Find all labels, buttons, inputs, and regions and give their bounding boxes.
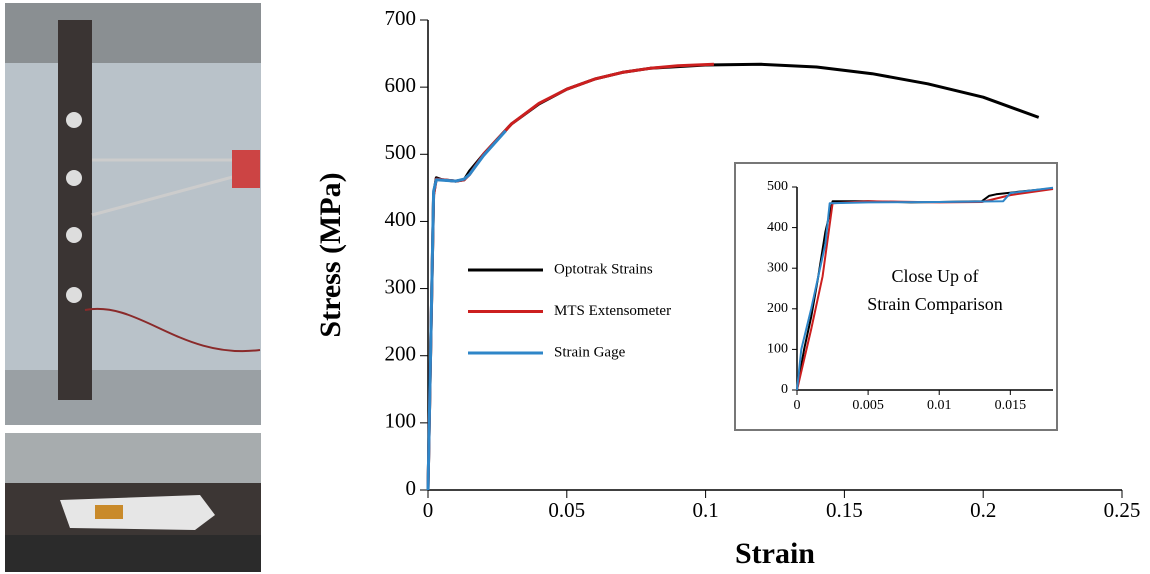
- x-tick-label: 0.2: [970, 498, 996, 522]
- x-tick-label: 0.05: [548, 498, 585, 522]
- y-tick-label: 700: [385, 6, 417, 30]
- y-tick-label: 600: [385, 73, 417, 97]
- y-tick-label: 100: [385, 409, 417, 433]
- x-tick-label: 0.25: [1104, 498, 1141, 522]
- legend-label: Strain Gage: [554, 344, 626, 360]
- legend-label: Optotrak Strains: [554, 261, 653, 277]
- inset-frame: [734, 162, 1058, 431]
- annotation: Strain Comparison: [867, 294, 1003, 314]
- x-tick-label: 0.1: [692, 498, 718, 522]
- y-tick-label: 0: [406, 476, 417, 500]
- series-line: [796, 188, 1054, 391]
- x-tick-label: 0: [423, 498, 434, 522]
- y-tick-label: 400: [767, 220, 788, 235]
- legend-label: MTS Extensometer: [554, 303, 671, 319]
- x-tick-label: 0: [794, 398, 801, 413]
- x-axis-label: Strain: [735, 537, 815, 570]
- y-tick-label: 300: [385, 274, 417, 298]
- x-tick-label: 0.005: [852, 398, 884, 413]
- series-line: [796, 186, 1054, 391]
- y-tick-label: 400: [385, 207, 417, 231]
- y-tick-label: 200: [767, 301, 788, 316]
- x-tick-label: 0.015: [995, 398, 1027, 413]
- y-tick-label: 0: [781, 382, 788, 397]
- y-tick-label: 500: [767, 179, 788, 194]
- x-tick-label: 0.15: [826, 498, 863, 522]
- y-tick-label: 100: [767, 342, 788, 357]
- y-axis-label: Stress (MPa): [314, 172, 347, 337]
- x-tick-label: 0.01: [927, 398, 952, 413]
- series-line: [426, 129, 507, 491]
- annotation: Close Up of: [892, 266, 979, 286]
- y-tick-label: 300: [767, 260, 788, 275]
- y-tick-label: 500: [385, 140, 417, 164]
- specimen-photo: [5, 3, 261, 425]
- strain-gage-photo: [5, 433, 261, 572]
- y-tick-label: 200: [385, 342, 417, 366]
